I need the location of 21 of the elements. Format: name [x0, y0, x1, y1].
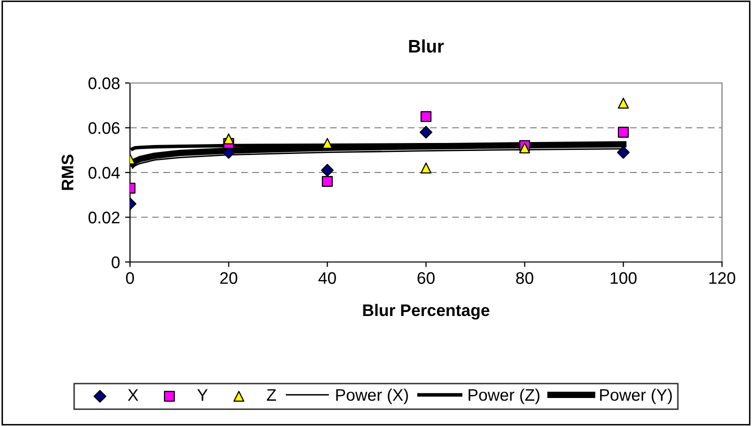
x-tick-label: 60: [418, 272, 435, 284]
x-tick-label: 100: [610, 272, 637, 284]
y-tick-label: 0: [112, 256, 120, 268]
y-tick-label: 0.08: [88, 77, 120, 90]
y-axis-title: RMS: [62, 154, 74, 190]
x-axis-title: Blur Percentage: [363, 304, 490, 320]
y-tick-label: 0.06: [88, 122, 120, 134]
y-tick-label: 0.02: [88, 212, 120, 224]
x-tick-label: 120: [709, 272, 736, 284]
x-tick-label: 80: [516, 272, 534, 284]
x-tick-label: 40: [318, 272, 336, 284]
x-tick-label: 20: [220, 272, 238, 284]
y-tick-label: 0.04: [88, 166, 120, 179]
legend-label: X: [128, 389, 138, 401]
legend-label: Y: [197, 389, 208, 401]
legend-label: Power (Z): [468, 388, 540, 404]
x-tick-label: 0: [126, 272, 134, 284]
chart-title: Blur: [409, 39, 444, 53]
legend-label: Power (X): [336, 388, 408, 404]
legend-label: Z: [266, 389, 276, 401]
legend-label: Power (Y): [600, 388, 672, 404]
